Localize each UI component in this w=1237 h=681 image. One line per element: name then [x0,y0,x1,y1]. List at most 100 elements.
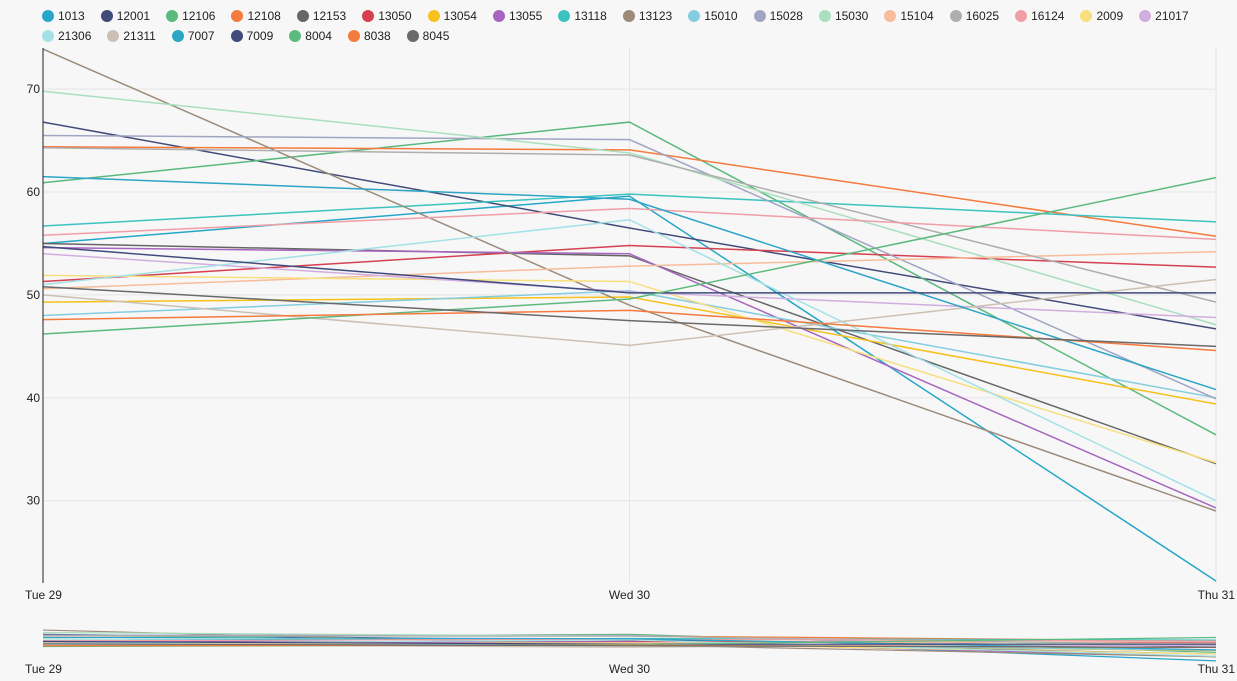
legend-item[interactable]: 21017 [1139,6,1189,26]
legend-label: 2009 [1096,9,1124,23]
legend-label: 8038 [363,29,391,43]
legend-swatch [231,10,244,22]
x-tick-label: Tue 29 [25,588,62,602]
legend-item[interactable]: 16025 [949,6,1000,26]
legend-item[interactable]: 8004 [289,26,332,46]
legend-label: 21311 [123,29,156,43]
navigator-chart: Tue 29 Wed 30 Thu 31 [25,629,1235,676]
legend-item[interactable]: 15028 [753,6,803,26]
legend-label: 8045 [422,29,450,43]
legend-swatch [818,10,831,22]
legend-item[interactable]: 12001 [100,6,150,26]
legend-item[interactable]: 13055 [492,6,543,26]
legend-swatch [100,10,113,22]
series-line-12001[interactable] [42,121,1217,330]
legend-item[interactable]: 2009 [1080,6,1123,26]
series-line-13118[interactable] [42,193,1217,227]
legend-item[interactable]: 12106 [166,6,215,26]
legend-swatch [688,10,701,22]
series-line-15104[interactable] [42,250,1217,290]
legend-label: 8004 [305,29,332,43]
legend-label: 12108 [247,9,281,23]
legend-swatch [347,30,360,42]
legend-swatch [492,10,505,22]
legend-item[interactable]: 13050 [362,6,412,26]
series-line-13055[interactable] [42,246,1217,509]
grid-lines [43,48,1217,583]
legend-swatch [362,10,375,22]
legend-swatch [42,10,54,22]
series-line-13123[interactable] [42,48,1217,512]
legend-item[interactable]: 1013 [42,6,85,26]
navigator-line [42,636,1217,651]
series-line-8045[interactable] [42,285,1217,348]
legend-swatch [230,30,243,42]
legend-item[interactable]: 13123 [622,6,672,26]
legend-item[interactable]: 12153 [296,6,347,26]
series-line-15010[interactable] [42,290,1217,399]
series-line-8004[interactable] [42,176,1217,335]
legend-label: 13055 [508,9,543,23]
legend-swatch [1015,10,1028,22]
y-tick-label: 30 [27,494,41,508]
legend-item[interactable]: 13054 [427,6,477,26]
navigator-line [42,635,1217,646]
legend-item[interactable]: 15030 [818,6,869,26]
legend-swatch [1139,10,1152,22]
legend-swatch [884,10,897,22]
legend-item[interactable]: 15104 [884,6,934,26]
series-line-1013[interactable] [42,195,1217,582]
navigator-tick-label: Tue 29 [25,662,62,676]
series-line-15028[interactable] [42,134,1217,400]
y-tick-label: 40 [27,391,41,405]
axes: 30 40 50 60 70 Tue 29 Wed 30 Thu 31 [25,48,1235,602]
legend-item[interactable]: 12108 [231,6,281,26]
series-line-12153[interactable] [42,242,1217,465]
series-line-21017[interactable] [42,253,1217,319]
legend-swatch [296,10,309,22]
y-tick-label: 70 [27,82,41,96]
series-line-2009[interactable] [42,274,1217,464]
legend-swatch [949,10,962,22]
legend-swatch [406,30,419,42]
series-line-13054[interactable] [42,296,1217,405]
legend-swatch [622,10,635,22]
legend-label: 13050 [378,9,412,23]
legend-label: 12106 [182,9,216,23]
series-line-13050[interactable] [42,244,1217,283]
legend-label: 12153 [312,9,347,23]
x-tick-label: Wed 30 [609,588,650,602]
legend-item[interactable]: 8038 [347,26,391,46]
legend-item[interactable]: 16124 [1015,6,1064,26]
legend-item[interactable]: 21311 [107,26,156,46]
series-line-7007[interactable] [42,175,1217,391]
legend-swatch [171,30,184,42]
legend-item[interactable]: 13118 [558,6,607,26]
series-line-7009[interactable] [42,245,1216,294]
legend-swatch [753,10,766,22]
legend-label: 16025 [965,9,1000,23]
navigator-line [42,643,1217,648]
series-line-15030[interactable] [42,90,1217,326]
series-line-16025[interactable] [42,147,1217,303]
legend-label: 16124 [1031,9,1065,23]
series-line-21311[interactable] [42,278,1217,347]
legend-item[interactable]: 21306 [42,26,91,46]
legend-label: 15010 [704,9,738,23]
series-line-16124[interactable] [42,207,1217,241]
legend-label: 7009 [246,29,274,43]
legend-item[interactable]: 7007 [171,26,215,46]
series-line-21306[interactable] [42,219,1217,502]
legend-item[interactable]: 15010 [688,6,738,26]
navigator-line [42,640,1217,658]
legend-label: 7007 [187,29,215,43]
legend-label: 21017 [1155,9,1189,23]
legend-label: 1013 [58,9,85,23]
legend-item[interactable]: 7009 [230,26,274,46]
series-line-12108[interactable] [42,146,1217,238]
legend-label: 15030 [834,9,869,23]
legend-item[interactable]: 8045 [406,26,450,46]
legend-swatch [42,30,54,42]
series-line-12106[interactable] [42,121,1217,436]
